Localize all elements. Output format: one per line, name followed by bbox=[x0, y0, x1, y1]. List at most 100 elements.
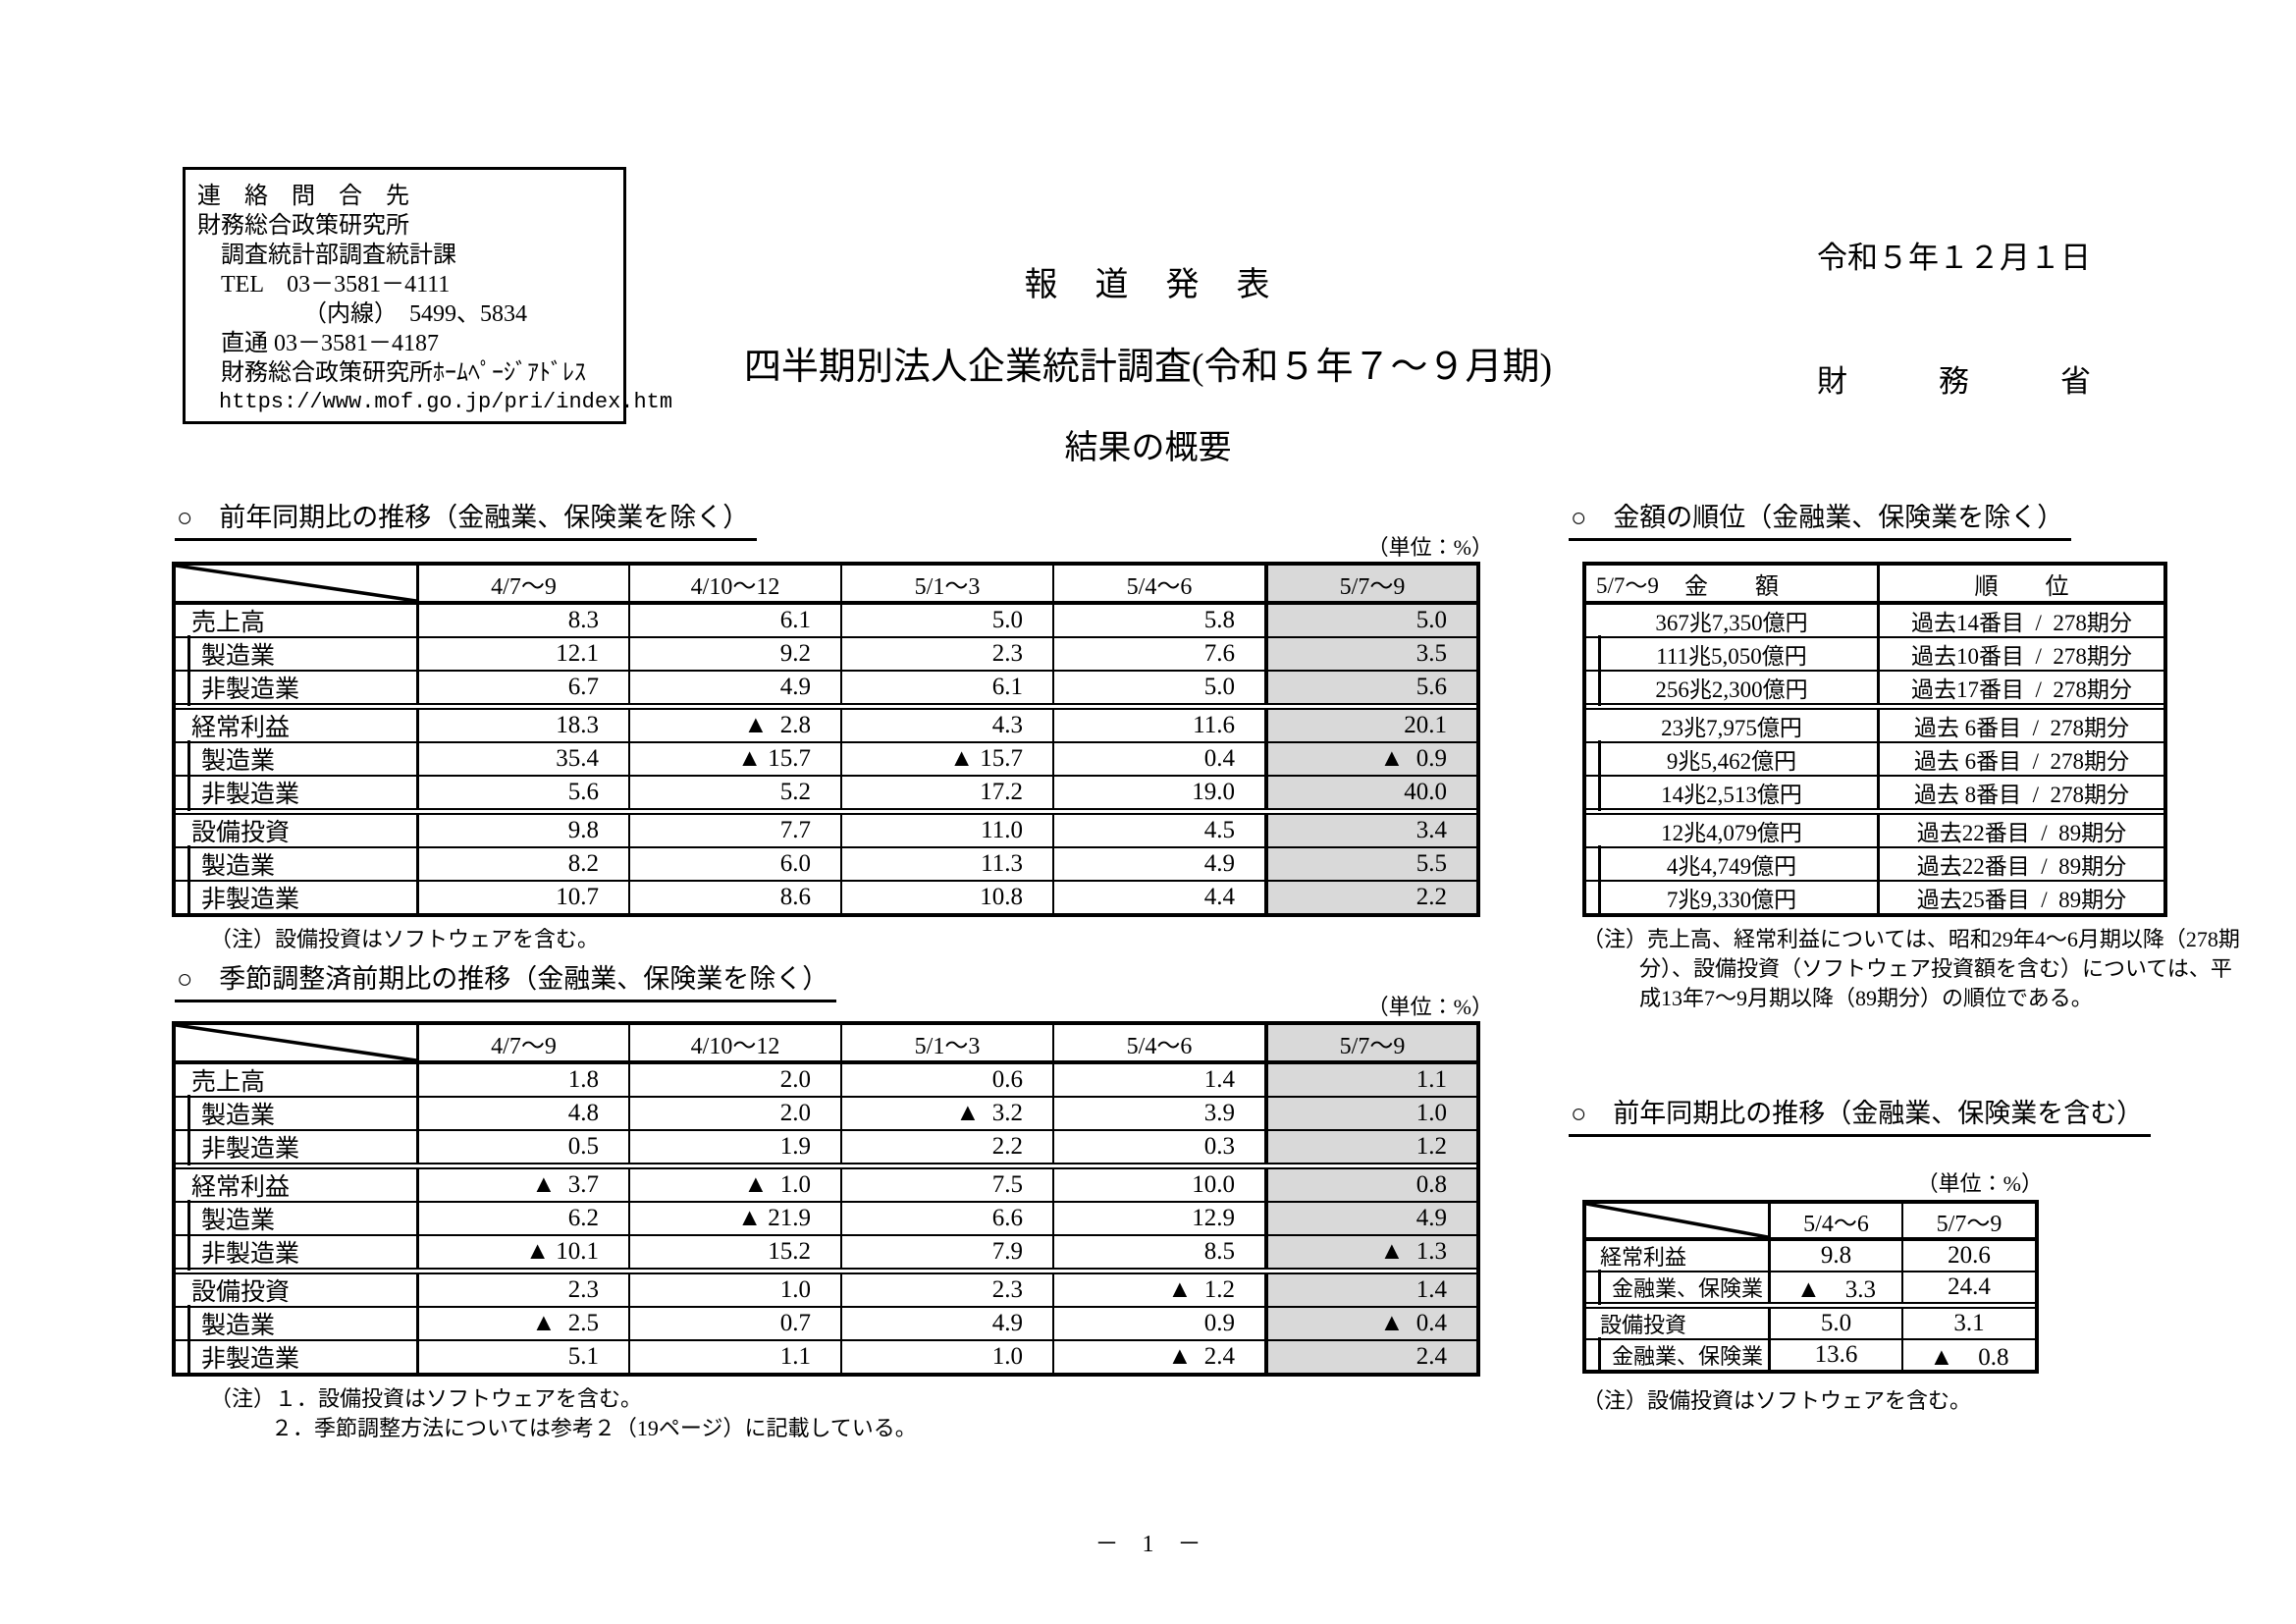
contact-line: 直通 03－3581－4187 bbox=[197, 331, 439, 356]
rank-cell: 過去25番目 / 89期分 bbox=[1877, 882, 2163, 913]
table-corner-cell bbox=[176, 566, 416, 601]
value-cell: 1.0 bbox=[1264, 1098, 1476, 1129]
value-cell: ▲ 3.7 bbox=[416, 1169, 628, 1201]
value-cell: 3.9 bbox=[1052, 1098, 1264, 1129]
value-cell: 0.6 bbox=[840, 1064, 1052, 1096]
value-cell: 1.4 bbox=[1052, 1064, 1264, 1096]
value-cell: 24.4 bbox=[1901, 1272, 2035, 1302]
amount-cell: 367兆7,350億円 bbox=[1655, 611, 1808, 635]
diagonal-line bbox=[176, 566, 416, 601]
rank-cell: 過去14番目 / 278期分 bbox=[1877, 605, 2163, 636]
value-cell: 4.5 bbox=[1052, 815, 1264, 846]
value-cell: 6.7 bbox=[416, 672, 628, 703]
table-row: 9兆5,462億円 過去 6番目 / 278期分 bbox=[1586, 740, 2163, 778]
value-cell: 20.1 bbox=[1264, 710, 1476, 741]
rank-cell: 過去17番目 / 278期分 bbox=[1877, 672, 2163, 703]
value-cell: 0.4 bbox=[1052, 743, 1264, 775]
value-cell: ▲ 10.1 bbox=[416, 1236, 628, 1268]
value-cell: 12.9 bbox=[1052, 1203, 1264, 1234]
amount-cell: 12兆4,079億円 bbox=[1661, 821, 1802, 845]
value-cell: 3.5 bbox=[1264, 638, 1476, 670]
value-cell: ▲ 0.4 bbox=[1264, 1308, 1476, 1339]
row-label-cell: 売上高 bbox=[191, 1069, 266, 1096]
value-cell: 7.9 bbox=[840, 1236, 1052, 1268]
value-cell: 9.2 bbox=[628, 638, 840, 670]
date-block: 令和５年１２月１日 財 務 省 bbox=[1817, 155, 2091, 485]
value-cell: 7.5 bbox=[840, 1169, 1052, 1201]
amount-header-label: 金 額 bbox=[1684, 573, 1779, 600]
row-label-cell: 製造業 bbox=[176, 1095, 416, 1132]
table-row: 製造業 6.2 ▲ 21.9 6.6 12.9 4.9 bbox=[176, 1200, 1476, 1237]
value-cell: 11.0 bbox=[840, 815, 1052, 846]
value-cell: ▲ 2.5 bbox=[416, 1308, 628, 1339]
value-cell: 35.4 bbox=[416, 743, 628, 775]
value-cell: 5.5 bbox=[1264, 848, 1476, 880]
value-cell: 40.0 bbox=[1264, 777, 1476, 808]
value-cell: ▲ 2.4 bbox=[1052, 1341, 1264, 1373]
value-cell: 8.5 bbox=[1052, 1236, 1264, 1268]
value-cell: 4.8 bbox=[416, 1098, 628, 1129]
contact-line: 財務総合政策研究所 bbox=[197, 213, 409, 239]
column-header: 5/4～6 bbox=[1052, 566, 1264, 601]
contact-line: 調査統計部調査統計課 bbox=[197, 243, 456, 268]
value-cell: 11.3 bbox=[840, 848, 1052, 880]
amount-cell: 256兆2,300億円 bbox=[1586, 669, 1877, 706]
amount-cell: 23兆7,975億円 bbox=[1661, 716, 1802, 740]
row-label-cell: 製造業 bbox=[176, 740, 416, 778]
value-cell: 5.0 bbox=[840, 605, 1052, 636]
note-table1: （注）設備投資はソフトウェアを含む。 bbox=[210, 927, 600, 951]
table-row: 設備投資 5.0 3.1 bbox=[1586, 1302, 2035, 1338]
value-cell: ▲ 3.3 bbox=[1768, 1272, 1901, 1303]
column-header: 4/7～9 bbox=[416, 1025, 628, 1060]
value-cell: 4.9 bbox=[840, 1308, 1052, 1339]
release-date: 令和５年１２月１日 bbox=[1817, 241, 2091, 275]
value-cell: 6.1 bbox=[840, 672, 1052, 703]
row-label-cell: 設備投資 bbox=[191, 820, 291, 846]
value-cell: 6.1 bbox=[628, 605, 840, 636]
table-corner-cell bbox=[1586, 1204, 1768, 1237]
table-row: 製造業 12.1 9.2 2.3 7.6 3.5 bbox=[176, 635, 1476, 673]
value-cell: 4.9 bbox=[1052, 848, 1264, 880]
value-cell: 3.4 bbox=[1264, 815, 1476, 846]
value-cell: 0.3 bbox=[1052, 1131, 1264, 1163]
row-label-cell: 経常利益 bbox=[191, 715, 291, 741]
document-title: 四半期別法人企業統計調査(令和５年７～９月期) bbox=[743, 347, 1553, 388]
section-title-seasonal: ○ 季節調整済前期比の推移（金融業、保険業を除く） bbox=[175, 957, 837, 1002]
note-small-table: （注）設備投資はソフトウェアを含む。 bbox=[1582, 1388, 1972, 1413]
value-cell: ▲ 1.3 bbox=[1264, 1236, 1476, 1268]
value-cell: ▲ 21.9 bbox=[628, 1203, 840, 1234]
value-cell: 10.8 bbox=[840, 882, 1052, 913]
rank-cell: 過去 6番目 / 278期分 bbox=[1877, 743, 2163, 775]
diagonal-line bbox=[176, 1025, 416, 1060]
row-label-cell: 金融業、保険業 bbox=[1586, 1270, 1768, 1305]
column-header: 5/7～9 bbox=[1264, 566, 1476, 601]
value-cell: 9.8 bbox=[1768, 1241, 1901, 1271]
value-cell: 4.4 bbox=[1052, 882, 1264, 913]
value-cell: 4.3 bbox=[840, 710, 1052, 741]
row-label-cell: 非製造業 bbox=[176, 879, 416, 916]
diagonal-line bbox=[1586, 1204, 1768, 1237]
row-label-cell: 金融業、保険業 bbox=[1586, 1337, 1768, 1373]
table-header-row: 4/7～9 4/10～12 5/1～3 5/4～6 5/7～9 bbox=[176, 1025, 1476, 1060]
value-cell: 2.3 bbox=[840, 638, 1052, 670]
table-corner-cell bbox=[176, 1025, 416, 1060]
table-header-row: 4/7～9 4/10～12 5/1～3 5/4～6 5/7～9 bbox=[176, 566, 1476, 601]
table-row: 非製造業 5.6 5.2 17.2 19.0 40.0 bbox=[176, 774, 1476, 811]
ministry-name: 財 務 省 bbox=[1817, 364, 2091, 399]
row-label-cell: 設備投資 bbox=[191, 1279, 291, 1306]
value-cell: 20.6 bbox=[1901, 1241, 2035, 1271]
value-cell: ▲ 1.2 bbox=[1052, 1274, 1264, 1306]
value-cell: 5.0 bbox=[1768, 1309, 1901, 1338]
rank-cell: 過去22番目 / 89期分 bbox=[1877, 815, 2163, 846]
value-cell: 5.0 bbox=[1264, 605, 1476, 636]
value-cell: 2.4 bbox=[1264, 1341, 1476, 1373]
row-label-cell: 非製造業 bbox=[176, 669, 416, 706]
value-cell: ▲ 3.2 bbox=[840, 1098, 1052, 1129]
row-label-cell: 非製造業 bbox=[176, 1338, 416, 1376]
table-row: 非製造業 5.1 1.1 1.0 ▲ 2.4 2.4 bbox=[176, 1338, 1476, 1376]
value-cell: 1.0 bbox=[628, 1274, 840, 1306]
table-header-row: 5/4～6 5/7～9 bbox=[1586, 1204, 2035, 1237]
column-header: 5/1～3 bbox=[840, 566, 1052, 601]
contact-line: https://www.mof.go.jp/pri/index.htm bbox=[197, 390, 673, 414]
table-row: 非製造業 10.7 8.6 10.8 4.4 2.2 bbox=[176, 879, 1476, 916]
